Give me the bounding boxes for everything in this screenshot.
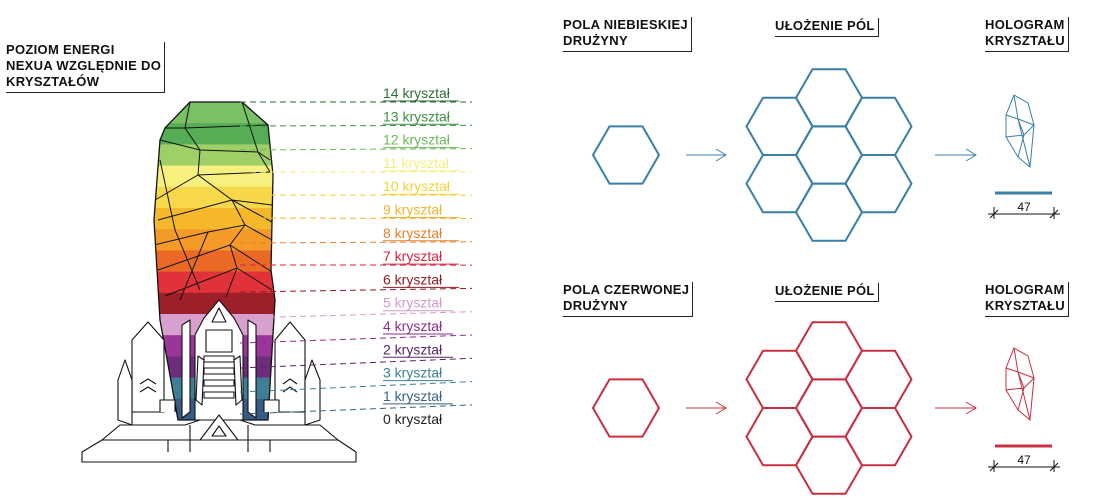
crystal-band bbox=[154, 250, 275, 273]
level-label: 0 kryształ bbox=[383, 411, 443, 427]
energy-level-title: POZIOM ENERGI NEXUA WZGLĘDNIE DO KRYSZTAŁÓ… bbox=[6, 42, 166, 93]
crystal-hologram-label-line: HOLOGRAM bbox=[985, 282, 1065, 297]
layout-hexagon bbox=[844, 96, 913, 156]
layout-hexagon bbox=[794, 182, 864, 242]
level-label: 14 kryształ bbox=[383, 85, 451, 101]
level-line bbox=[239, 381, 473, 393]
layout-hexagon bbox=[745, 407, 814, 467]
layout-hexagon bbox=[844, 349, 913, 409]
single-field-hexagon bbox=[591, 125, 661, 185]
crystal-band bbox=[154, 229, 275, 251]
level-line bbox=[239, 217, 473, 219]
field-layout-label-line: UŁOŻENIE PÓL bbox=[775, 18, 875, 33]
dimension-line bbox=[988, 460, 1060, 472]
level-label: 6 kryształ bbox=[383, 271, 443, 287]
layout-hexagon bbox=[794, 68, 864, 128]
level-label: 5 kryształ bbox=[383, 295, 443, 311]
crystal-facets bbox=[154, 102, 273, 301]
dimension-value: 47 bbox=[1017, 200, 1031, 214]
team-field-label-line: DRUŻYNY bbox=[563, 298, 628, 313]
layout-hexagon bbox=[794, 321, 864, 381]
single-field-hexagon bbox=[591, 378, 661, 438]
crystal-band bbox=[154, 102, 275, 124]
level-line bbox=[239, 241, 473, 244]
crystal-hologram-label-line: HOLOGRAM bbox=[985, 17, 1065, 32]
arrow-head bbox=[965, 401, 977, 415]
layout-hexagon bbox=[794, 435, 864, 495]
team-diagrams: 47 47 bbox=[591, 68, 1060, 495]
level-line bbox=[239, 311, 473, 319]
crystal-band bbox=[154, 271, 275, 294]
level-label: 4 kryształ bbox=[383, 318, 443, 334]
level-label: 2 kryształ bbox=[383, 341, 443, 357]
team-field-label-line: POLA NIEBIESKIEJ bbox=[563, 17, 688, 32]
layout-hexagon bbox=[745, 349, 814, 409]
level-label: 10 kryształ bbox=[383, 178, 451, 194]
crystal-hologram-label-line: KRYSZTAŁU bbox=[985, 298, 1065, 313]
arrow-head bbox=[715, 401, 727, 415]
layout-hexagon bbox=[844, 154, 913, 214]
energy-level-title-line: KRYSZTAŁÓW bbox=[6, 74, 100, 89]
team-field-label-line: POLA CZERWONEJ bbox=[563, 282, 690, 297]
layout-hexagon bbox=[745, 96, 814, 156]
crystal-band bbox=[154, 292, 275, 315]
level-label: 8 kryształ bbox=[383, 225, 443, 241]
field-layout-label: UŁOŻENIE PÓL bbox=[775, 283, 879, 302]
team-diagram: 47 bbox=[591, 68, 1060, 242]
team-field-label-line: DRUŻYNY bbox=[563, 33, 628, 48]
field-layout-label-line: UŁOŻENIE PÓL bbox=[775, 283, 875, 298]
level-label: 1 kryształ bbox=[383, 388, 443, 404]
level-line bbox=[239, 124, 473, 127]
level-label: 3 kryształ bbox=[383, 365, 443, 381]
nexus-base bbox=[81, 299, 357, 463]
crystal-band bbox=[154, 123, 275, 145]
layout-hexagon bbox=[794, 378, 864, 438]
crystal-hologram-label: HOLOGRAM KRYSZTAŁU bbox=[985, 282, 1069, 317]
layout-hexagon bbox=[745, 154, 814, 214]
crystal-band bbox=[154, 208, 275, 230]
field-layout-label: UŁOŻENIE PÓL bbox=[775, 18, 879, 37]
crystal-hologram-label: HOLOGRAM KRYSZTAŁU bbox=[985, 17, 1069, 52]
level-label: 13 kryształ bbox=[383, 108, 451, 124]
level-label: 9 kryształ bbox=[383, 202, 443, 218]
crystal-band bbox=[154, 186, 275, 209]
energy-level-title-line: NEXUA WZGLĘDNIE DO bbox=[6, 58, 162, 73]
crystal-hologram-icon bbox=[1005, 94, 1035, 168]
team-field-label: POLA CZERWONEJ DRUŻYNY bbox=[563, 282, 694, 317]
dimension-line bbox=[988, 207, 1060, 219]
dimension-value: 47 bbox=[1017, 453, 1031, 467]
level-label: 11 kryształ bbox=[383, 155, 450, 171]
arrow-head bbox=[715, 148, 727, 162]
crystal-hologram-icon bbox=[1005, 347, 1035, 421]
team-field-label: POLA NIEBIESKIEJ DRUŻYNY bbox=[563, 17, 692, 52]
level-label: 7 kryształ bbox=[383, 248, 443, 264]
level-label: 12 kryształ bbox=[383, 132, 451, 148]
layout-hexagon bbox=[844, 407, 913, 467]
crystal-band bbox=[154, 165, 275, 188]
crystal-hologram-label-line: KRYSZTAŁU bbox=[985, 33, 1065, 48]
level-line bbox=[239, 334, 473, 344]
energy-level-title-line: POZIOM ENERGI bbox=[6, 42, 115, 57]
level-line bbox=[239, 148, 473, 151]
level-line bbox=[239, 404, 473, 415]
level-guide-lines bbox=[239, 100, 473, 415]
arrow-head bbox=[965, 148, 977, 162]
layout-hexagon bbox=[794, 125, 864, 185]
team-diagram: 47 bbox=[591, 321, 1060, 495]
level-line bbox=[239, 357, 473, 369]
level-labels: 14 kryształ 13 kryształ 12 kryształ 11 krys… bbox=[383, 85, 451, 427]
level-line bbox=[239, 287, 473, 293]
